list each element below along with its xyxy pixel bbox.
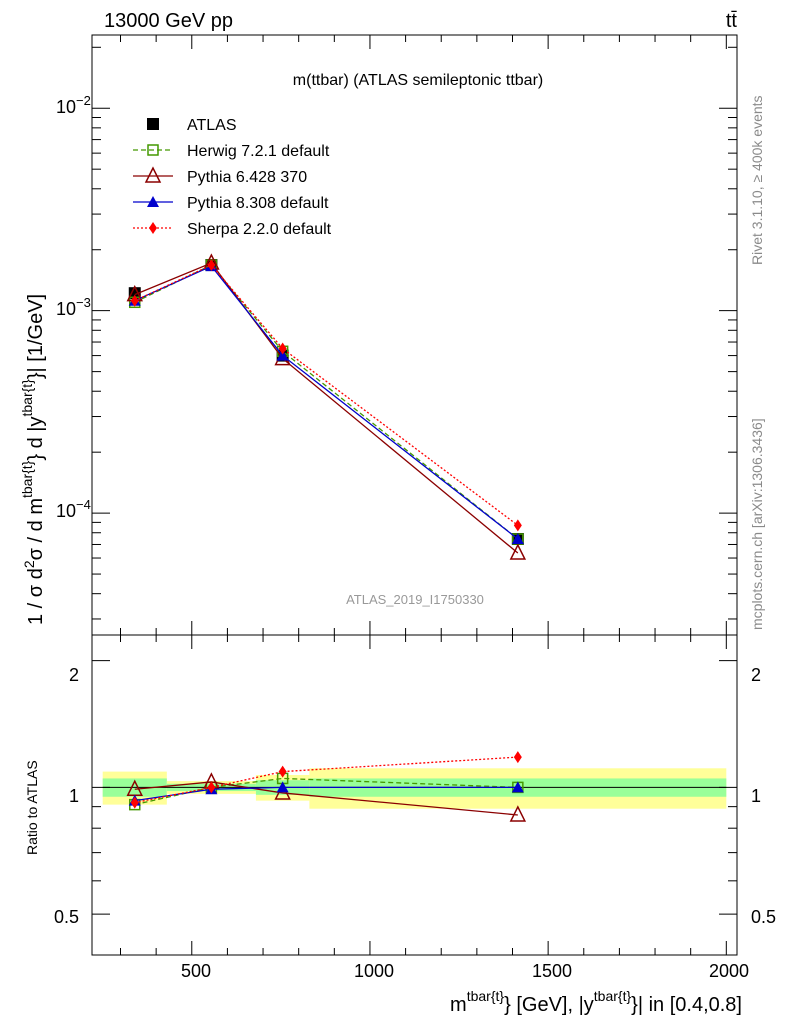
y-tick-label-1e-3: 10−3 [56,295,91,319]
series-line [134,265,519,540]
ratio-frame [91,634,738,956]
series-line [134,264,519,540]
main-y-axis-label: 1 / σ d2σ / d mtbar{t}} d |ytbar{t}}| [1… [19,294,47,625]
series-point [509,543,527,560]
analysis-watermark: ATLAS_2019_I1750330 [346,592,484,607]
legend-label: Pythia 8.308 default [187,195,329,212]
series-line [134,262,519,554]
ratio-y-axis-label: Ratio to ATLAS [24,760,40,855]
legend-marker [147,144,159,156]
x-axis-label: mtbar{t}} [GeV], |ytbar{t}}| in [0.4,0.8… [450,988,742,1016]
legend: ATLAS Herwig 7.2.1 default Pythia 6.428 37… [133,117,332,238]
ratio-series-point [130,796,139,809]
ratio-tick-label-2: 2 [69,665,79,685]
main-series [126,253,527,560]
x-tick-label-500: 500 [181,961,211,981]
rivet-version-label: Rivet 3.1.10, ≥ 400k events [749,95,765,265]
ratio-panel: 0.5 1 2 0.5 1 2 Ratio to ATLAS [24,634,776,956]
ratio-series-point [276,781,289,793]
plot-title: m(ttbar) (ATLAS semileptonic ttbar) [293,72,543,89]
y-tick-label-1e-2: 10−2 [56,93,91,117]
series-point [278,342,287,355]
x-tick-label-2000: 2000 [709,961,749,981]
ratio-series-point [278,765,287,778]
x-tick-label-1500: 1500 [532,961,572,981]
legend-marker [147,118,159,130]
ratio-series-line [134,786,518,802]
ratio-tick-label-1-right: 1 [751,786,761,806]
ratio-tick-label-2-right: 2 [751,665,761,685]
main-panel: m(ttbar) (ATLAS semileptonic ttbar) ATLA… [19,34,738,636]
x-axis-ticks [120,35,727,955]
series-point [511,532,524,544]
ratio-series-line [134,756,518,804]
series-line [134,264,519,526]
legend-label: Pythia 6.428 370 [187,169,307,186]
ratio-tick-label-0-5: 0.5 [54,907,79,927]
legend-marker [144,166,162,183]
ratio-series [126,751,527,822]
series-point [130,294,139,307]
ratio-series-point [511,781,524,793]
series-point [513,519,522,532]
header-process-label: 13000 GeV pp [104,10,233,32]
ratio-series-point [207,781,216,794]
legend-label: ATLAS [187,117,237,134]
mcplots-label: mcplots.cern.ch [arXiv:1306.3436] [749,418,765,630]
ratio-uncertainty-bands [102,768,727,809]
ratio-y-ticks [92,660,737,956]
atlas-data-point [128,287,141,300]
ratio-tick-label-0-5-right: 0.5 [751,907,776,927]
ratio-series-line [134,777,518,806]
series-point [276,349,289,361]
main-y-ticks [92,46,737,620]
ratio-tick-label-1: 1 [69,786,79,806]
ratio-series-point [509,805,527,822]
ratio-series-point [513,751,522,764]
y-tick-label-1e-4: 10−4 [56,497,91,521]
legend-marker [147,196,159,207]
ratio-series-line [134,781,518,816]
x-tick-label-1000: 1000 [354,961,394,981]
series-point [207,259,216,272]
legend-marker [149,222,157,234]
header-ttbar-label: tt̄ [726,10,738,32]
legend-label: Sherpa 2.2.0 default [187,221,332,238]
legend-label: Herwig 7.2.1 default [187,143,330,160]
